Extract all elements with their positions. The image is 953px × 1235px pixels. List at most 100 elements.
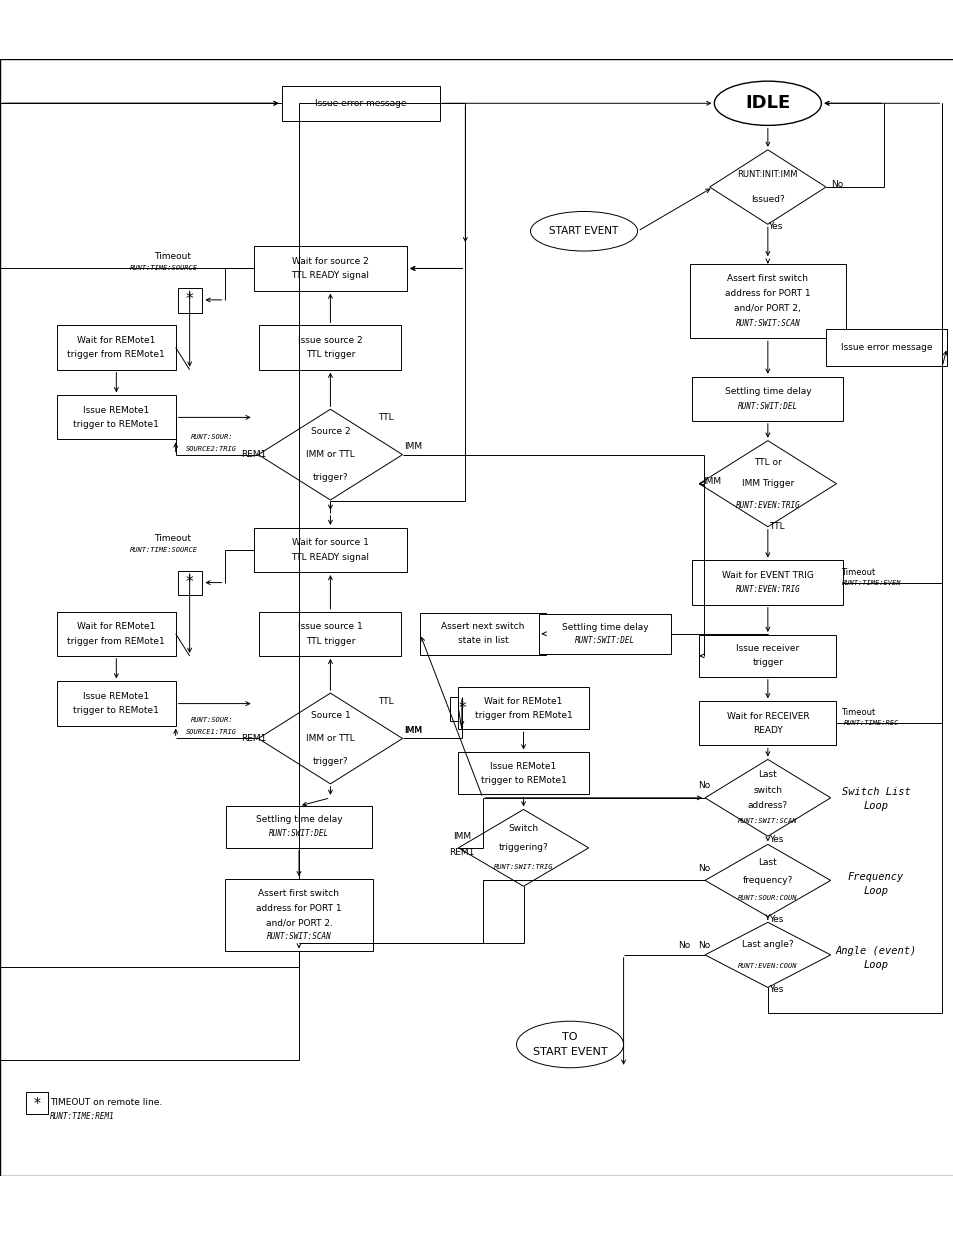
Text: Source 1: Source 1 xyxy=(311,711,350,720)
Text: No: No xyxy=(697,781,709,789)
Text: IMM or TTL: IMM or TTL xyxy=(306,734,355,743)
Text: Wait for RECEIVER: Wait for RECEIVER xyxy=(726,711,808,720)
Text: trigger: trigger xyxy=(752,658,782,667)
Text: Yes: Yes xyxy=(768,915,782,925)
FancyBboxPatch shape xyxy=(57,682,175,726)
Text: TTL: TTL xyxy=(378,412,394,422)
FancyBboxPatch shape xyxy=(457,688,588,729)
Polygon shape xyxy=(258,409,402,500)
Text: frequency?: frequency? xyxy=(741,876,792,885)
Text: Yes: Yes xyxy=(768,986,782,994)
Text: IMM or TTL: IMM or TTL xyxy=(306,450,355,459)
FancyBboxPatch shape xyxy=(57,395,175,440)
Text: Timeout: Timeout xyxy=(841,709,875,718)
Text: Angle (event): Angle (event) xyxy=(835,946,916,956)
FancyBboxPatch shape xyxy=(450,697,475,721)
Text: Settling time delay: Settling time delay xyxy=(561,622,648,631)
Text: and/or PORT 2.: and/or PORT 2. xyxy=(265,918,332,927)
Polygon shape xyxy=(704,760,830,836)
Text: RUNT:SWIT:SCAN: RUNT:SWIT:SCAN xyxy=(266,932,331,941)
Text: Issue REMote1: Issue REMote1 xyxy=(490,762,557,771)
Polygon shape xyxy=(709,149,825,225)
Text: TTL trigger: TTL trigger xyxy=(305,637,355,646)
Text: REM1: REM1 xyxy=(449,848,474,857)
FancyBboxPatch shape xyxy=(253,246,407,290)
Text: Settling time delay: Settling time delay xyxy=(255,815,342,825)
Text: Yes: Yes xyxy=(767,222,781,231)
FancyBboxPatch shape xyxy=(692,561,842,605)
Text: Last angle?: Last angle? xyxy=(741,940,793,948)
Text: TTL: TTL xyxy=(378,697,394,705)
Text: IMM: IMM xyxy=(403,726,421,735)
FancyBboxPatch shape xyxy=(281,85,439,121)
Text: RUNT:TIME:REC: RUNT:TIME:REC xyxy=(842,720,898,726)
Text: Yes: Yes xyxy=(768,835,782,845)
Text: No: No xyxy=(697,941,709,950)
FancyBboxPatch shape xyxy=(538,614,671,653)
Text: REM1: REM1 xyxy=(241,734,266,743)
FancyBboxPatch shape xyxy=(253,527,407,572)
Text: READY: READY xyxy=(752,726,781,735)
Text: Wait for EVENT TRIG: Wait for EVENT TRIG xyxy=(721,571,813,579)
Text: Loop: Loop xyxy=(862,885,887,895)
Text: Switch: Switch xyxy=(508,824,538,834)
Text: Switch List: Switch List xyxy=(841,787,909,797)
FancyBboxPatch shape xyxy=(178,571,202,595)
Text: RUNT:TIME:SOURCE: RUNT:TIME:SOURCE xyxy=(130,547,198,553)
Text: Frequency: Frequency xyxy=(847,872,903,882)
Text: trigger from REMote1: trigger from REMote1 xyxy=(68,637,165,646)
Text: Wait for REMote1: Wait for REMote1 xyxy=(484,697,562,705)
FancyBboxPatch shape xyxy=(226,806,372,848)
Text: trigger from REMote1: trigger from REMote1 xyxy=(68,351,165,359)
Text: triggering?: triggering? xyxy=(498,844,548,852)
Text: trigger to REMote1: trigger to REMote1 xyxy=(73,420,159,430)
Text: TTL: TTL xyxy=(768,522,784,531)
Text: trigger from REMote1: trigger from REMote1 xyxy=(475,710,572,720)
Text: IDLE: IDLE xyxy=(744,94,790,112)
Text: Assert next switch: Assert next switch xyxy=(440,622,524,631)
Text: Loop: Loop xyxy=(862,802,887,811)
Polygon shape xyxy=(704,845,830,916)
FancyBboxPatch shape xyxy=(26,1092,48,1114)
Text: RUNT:EVEN:TRIG: RUNT:EVEN:TRIG xyxy=(735,585,800,594)
Text: IMM: IMM xyxy=(702,477,720,485)
FancyBboxPatch shape xyxy=(692,377,842,421)
Ellipse shape xyxy=(530,211,637,251)
FancyBboxPatch shape xyxy=(259,611,401,656)
FancyBboxPatch shape xyxy=(689,264,845,338)
Text: START EVENT: START EVENT xyxy=(549,226,618,236)
Text: TO: TO xyxy=(561,1031,578,1041)
Text: Last: Last xyxy=(758,858,777,867)
Text: RUNT:SWIT:DEL: RUNT:SWIT:DEL xyxy=(575,636,635,645)
Text: address for PORT 1: address for PORT 1 xyxy=(724,289,810,298)
FancyBboxPatch shape xyxy=(57,326,175,369)
Text: Last: Last xyxy=(758,771,777,779)
Text: TTL READY signal: TTL READY signal xyxy=(291,272,369,280)
Polygon shape xyxy=(699,441,836,527)
Text: RUNT:SWIT:DEL: RUNT:SWIT:DEL xyxy=(737,401,797,411)
Text: Wait for source 2: Wait for source 2 xyxy=(292,257,369,266)
Text: TTL or: TTL or xyxy=(753,458,781,467)
Text: and/or PORT 2,: and/or PORT 2, xyxy=(734,304,801,312)
Text: RUNT:SOUR:COUN: RUNT:SOUR:COUN xyxy=(738,895,797,902)
Ellipse shape xyxy=(714,82,821,126)
FancyBboxPatch shape xyxy=(224,879,373,951)
Text: Issued?: Issued? xyxy=(750,195,784,204)
FancyBboxPatch shape xyxy=(178,288,202,312)
Text: RUNT:SOUR:: RUNT:SOUR: xyxy=(191,435,233,440)
Text: Wait for REMote1: Wait for REMote1 xyxy=(77,622,155,631)
Text: No: No xyxy=(831,180,842,189)
Text: RUNT:EVEN:TRIG: RUNT:EVEN:TRIG xyxy=(735,500,800,510)
Text: RUNT:SWIT:SCAN: RUNT:SWIT:SCAN xyxy=(738,818,797,824)
Polygon shape xyxy=(258,693,402,784)
Text: Timeout: Timeout xyxy=(153,252,191,262)
Text: switch: switch xyxy=(753,785,781,794)
Text: *: * xyxy=(33,1095,41,1109)
Text: IMM: IMM xyxy=(403,442,421,451)
Text: RUNT:TIME:SOURCE: RUNT:TIME:SOURCE xyxy=(130,266,198,272)
FancyBboxPatch shape xyxy=(57,611,175,656)
Polygon shape xyxy=(457,809,588,887)
Text: Issue REMote1: Issue REMote1 xyxy=(83,692,150,700)
Text: *: * xyxy=(186,293,193,308)
Text: Issue source 2: Issue source 2 xyxy=(297,336,362,345)
